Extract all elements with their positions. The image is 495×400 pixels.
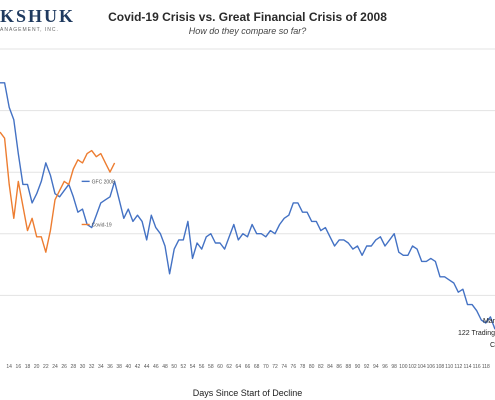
x-tick-label: 44 <box>144 364 150 370</box>
x-tick-label: 24 <box>52 364 58 370</box>
x-tick-label: 104 <box>417 364 426 370</box>
x-tick-label: 26 <box>61 364 67 370</box>
x-tick-label: 84 <box>327 364 333 370</box>
x-tick-label: 108 <box>436 364 445 370</box>
annotation-line-3: C <box>489 342 495 349</box>
annotation-line-1: Mar <box>482 318 495 325</box>
x-tick-label: 100 <box>399 364 408 370</box>
x-tick-label: 18 <box>25 364 31 370</box>
x-tick-label: 64 <box>236 364 242 370</box>
x-tick-label: 80 <box>309 364 315 370</box>
x-tick-label: 36 <box>107 364 113 370</box>
x-tick-label: 116 <box>473 364 481 370</box>
x-tick-label: 48 <box>162 364 168 370</box>
x-tick-label: 40 <box>126 364 132 370</box>
annotation-note: Mar 122 Trading C <box>458 316 495 352</box>
x-tick-label: 70 <box>263 364 269 370</box>
x-tick-label: 16 <box>16 364 22 370</box>
x-tick-label: 94 <box>373 364 379 370</box>
chart-title: Covid-19 Crisis vs. Great Financial Cris… <box>108 10 387 24</box>
series-line-1 <box>0 131 116 253</box>
series-line-0 <box>0 82 495 330</box>
x-tick-label: 60 <box>217 364 223 370</box>
x-tick-label: 58 <box>208 364 214 370</box>
x-axis-label: Days Since Start of Decline <box>192 388 303 398</box>
x-tick-label: 56 <box>199 364 205 370</box>
x-tick-label: 86 <box>336 364 342 370</box>
logo-tagline: ANAGEMENT, INC. <box>0 27 59 33</box>
x-tick-label: 68 <box>254 364 260 370</box>
x-tick-label: 38 <box>116 364 122 370</box>
x-tick-label: 102 <box>408 364 417 370</box>
x-tick-label: 78 <box>300 364 306 370</box>
x-tick-label: 92 <box>364 364 370 370</box>
x-tick-label: 46 <box>153 364 159 370</box>
x-tick-label: 98 <box>391 364 397 370</box>
x-tick-label: 34 <box>98 364 104 370</box>
legend-label-1: Covid-19 <box>92 222 112 228</box>
x-tick-label: 66 <box>245 364 251 370</box>
x-tick-label: 52 <box>181 364 187 370</box>
x-tick-label: 88 <box>346 364 352 370</box>
legend-label-0: GFC 2008 <box>92 179 115 185</box>
series-layer <box>0 82 495 330</box>
x-tick-label: 96 <box>382 364 388 370</box>
gridlines <box>0 48 495 296</box>
x-tick-label: 114 <box>464 364 472 370</box>
x-tick-label: 82 <box>318 364 324 370</box>
x-tick-label: 20 <box>34 364 40 370</box>
logo: KSHUK <box>0 6 76 26</box>
x-tick-label: 76 <box>291 364 297 370</box>
x-tick-label: 72 <box>272 364 278 370</box>
x-tick-label: 112 <box>454 364 462 370</box>
legend: GFC 2008 Covid-19 <box>81 179 115 228</box>
x-tick-label: 30 <box>80 364 86 370</box>
x-tick-label: 110 <box>445 364 453 370</box>
x-tick-label: 90 <box>355 364 361 370</box>
x-tick-label: 42 <box>135 364 141 370</box>
x-tick-label: 32 <box>89 364 95 370</box>
x-tick-label: 14 <box>6 364 12 370</box>
x-axis-ticks: 14 16 18 20 22 24 26 28 30 32 34 36 38 40 42 44 46 48 50 52… <box>6 364 490 370</box>
x-tick-label: 50 <box>171 364 177 370</box>
x-tick-label: 22 <box>43 364 49 370</box>
x-tick-label: 62 <box>226 364 232 370</box>
x-tick-label: 118 <box>482 364 490 370</box>
x-tick-label: 106 <box>427 364 436 370</box>
chart-subtitle: How do they compare so far? <box>188 26 307 36</box>
x-tick-label: 28 <box>71 364 77 370</box>
x-tick-label: 54 <box>190 364 196 370</box>
annotation-line-2: 122 Trading <box>458 330 495 337</box>
x-tick-label: 74 <box>281 364 287 370</box>
